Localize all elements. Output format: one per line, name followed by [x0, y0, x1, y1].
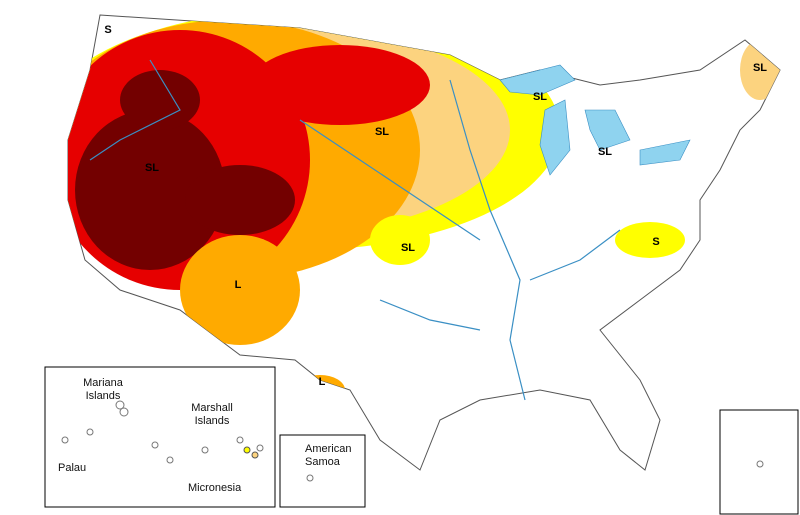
- islands: [61, 400, 764, 482]
- inset-label: Islands: [86, 390, 121, 402]
- impact-label: SL: [533, 91, 547, 103]
- samoa-inset: [279, 434, 366, 508]
- d0-area: [615, 222, 685, 258]
- d4-area: [120, 70, 200, 130]
- inset-label: Marshall: [191, 402, 233, 414]
- inset-label: Micronesia: [188, 482, 242, 494]
- inset-label: Samoa: [305, 456, 341, 468]
- d4-area: [75, 110, 225, 270]
- inset-label: Islands: [195, 415, 230, 427]
- impact-label: SL: [145, 162, 159, 174]
- impact-label: L: [319, 376, 326, 388]
- inset-label: Mariana: [83, 377, 124, 389]
- impact-label: S: [652, 236, 659, 248]
- impact-label: L: [235, 279, 242, 291]
- inset-label: American: [305, 443, 351, 455]
- impact-label: S: [104, 24, 111, 36]
- d4-area: [185, 165, 295, 235]
- pacific-inset: [44, 366, 276, 508]
- island: [243, 446, 251, 454]
- great-lakes: [499, 64, 691, 176]
- impact-label: SL: [401, 242, 415, 254]
- d3-area: [250, 45, 430, 125]
- inset-label: Palau: [58, 462, 86, 474]
- d0-area: [370, 215, 430, 265]
- inset-box: [719, 409, 799, 515]
- impact-label: SL: [375, 126, 389, 138]
- rivers: [89, 59, 621, 401]
- d2-area: [180, 235, 300, 345]
- impact-label: SL: [753, 62, 767, 74]
- impact-label: SL: [598, 146, 612, 158]
- island: [251, 451, 259, 459]
